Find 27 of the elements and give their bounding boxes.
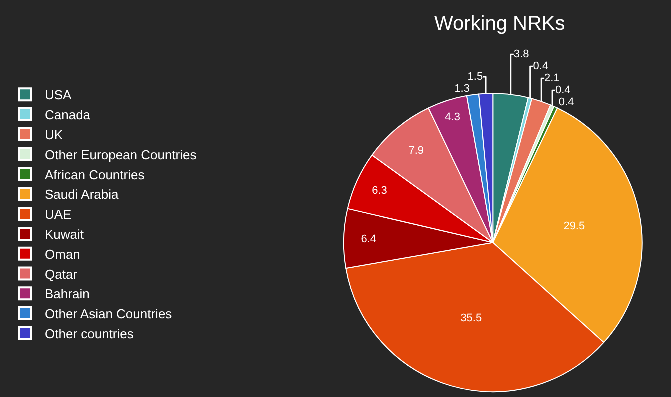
legend-label: UAE (45, 207, 72, 222)
data-label: 35.5 (460, 312, 482, 324)
data-label: 0.4 (558, 96, 574, 108)
legend-label: USA (45, 88, 72, 103)
data-label: 3.8 (514, 48, 530, 60)
legend-label: Saudi Arabia (45, 187, 120, 202)
data-label: 1.3 (454, 83, 470, 96)
data-label: 7.9 (408, 144, 424, 157)
data-label: 29.5 (564, 220, 586, 233)
legend-label: African Countries (45, 167, 146, 182)
legend-label: Other Asian Countries (45, 306, 173, 322)
legend-label: Qatar (45, 266, 78, 282)
legend-label: Oman (45, 246, 80, 262)
data-label: 6.3 (372, 185, 388, 198)
data-label: 6.4 (361, 233, 376, 246)
data-label: 4.3 (445, 112, 460, 124)
legend-label: UK (45, 128, 64, 143)
legend-label: Other European Countries (45, 147, 198, 162)
legend-label: Bahrain (45, 286, 90, 302)
legend-label: Kuwait (45, 227, 84, 242)
data-label: 1.5 (468, 71, 484, 84)
data-label: 0.4 (533, 60, 549, 72)
data-label: 2.1 (544, 72, 560, 84)
data-label: 0.4 (555, 84, 571, 96)
legend-label: Canada (45, 108, 92, 123)
chart-title: Working NRKs (434, 12, 566, 35)
legend-label: Other countries (45, 326, 134, 342)
